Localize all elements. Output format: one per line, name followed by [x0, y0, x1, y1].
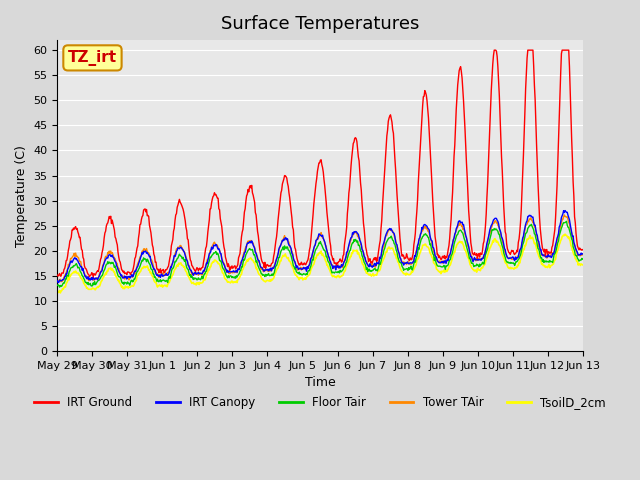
Legend: IRT Ground, IRT Canopy, Floor Tair, Tower TAir, TsoilD_2cm: IRT Ground, IRT Canopy, Floor Tair, Towe… [29, 391, 611, 414]
X-axis label: Time: Time [305, 376, 335, 389]
Y-axis label: Temperature (C): Temperature (C) [15, 144, 28, 247]
Text: TZ_irt: TZ_irt [68, 50, 117, 66]
Title: Surface Temperatures: Surface Temperatures [221, 15, 419, 33]
